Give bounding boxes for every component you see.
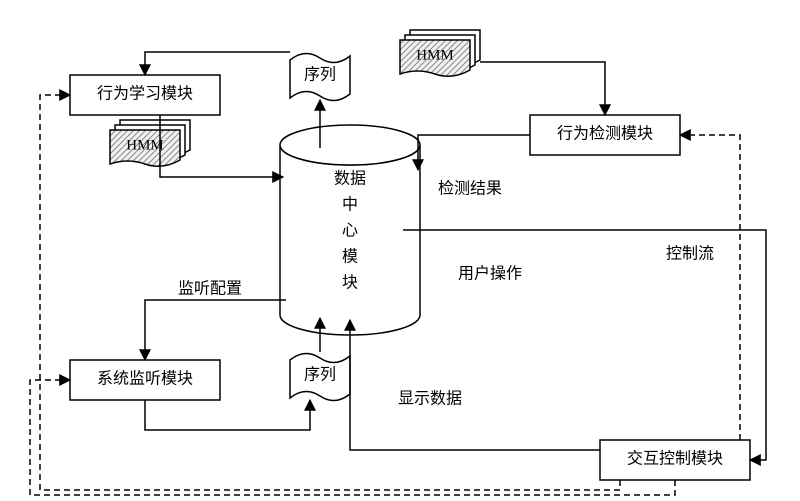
edge-seqtop-to-learn [145,52,290,75]
edge-detect-to-dc-label: 检测结果 [438,180,502,198]
seq-top-flag-label: 序列 [304,66,336,84]
edge-dc-to-listen-cfg [145,300,286,360]
diagram-canvas: 行为学习模块行为检测模块系统监听模块交互控制模块数据中心模块HMMHMM序列序列… [0,0,800,501]
datacenter-label-2: 心 [342,222,358,240]
edge-dc-to-listen-cfg-label: 监听配置 [178,280,242,298]
datacenter-label-3: 模 [342,248,358,266]
control-box: 交互控制模块 [600,440,750,480]
seq-top-flag: 序列 [290,53,350,100]
edge-dc-to-detect [403,230,766,460]
edge-hmm-right-to-detect [480,62,605,115]
datacenter-label-4: 块 [342,274,358,292]
datacenter-label-0: 数据 [334,170,366,188]
seq-bottom-flag: 序列 [290,353,350,400]
datacenter-label-1: 中 [342,196,358,214]
edge-control-to-dc [350,320,600,450]
learn-box-label: 行为学习模块 [97,85,193,103]
edge-detect-to-dc [418,135,530,170]
hmm-left-stack: HMM [110,120,190,166]
detect-box-label: 行为检测模块 [557,125,653,143]
detect-box: 行为检测模块 [530,115,680,155]
edge-control-to-detect-dash [680,135,740,440]
listen-box: 系统监听模块 [70,360,220,400]
learn-box: 行为学习模块 [70,75,220,115]
seq-bottom-flag-label: 序列 [304,366,336,384]
hmm-right-stack-label: HMM [416,47,454,63]
edge-dc-to-detect-label: 用户操作 [458,265,522,283]
datacenter-cylinder: 数据中心模块 [280,125,420,335]
listen-box-label: 系统监听模块 [97,370,193,388]
edge-control-to-dc-label: 显示数据 [398,390,462,408]
edge-control-to-detect-dash-label: 控制流 [666,245,714,263]
control-box-label: 交互控制模块 [627,450,723,468]
hmm-left-stack-label: HMM [126,137,164,153]
edge-listen-to-seqbot [145,400,310,430]
hmm-right-stack: HMM [400,30,480,76]
